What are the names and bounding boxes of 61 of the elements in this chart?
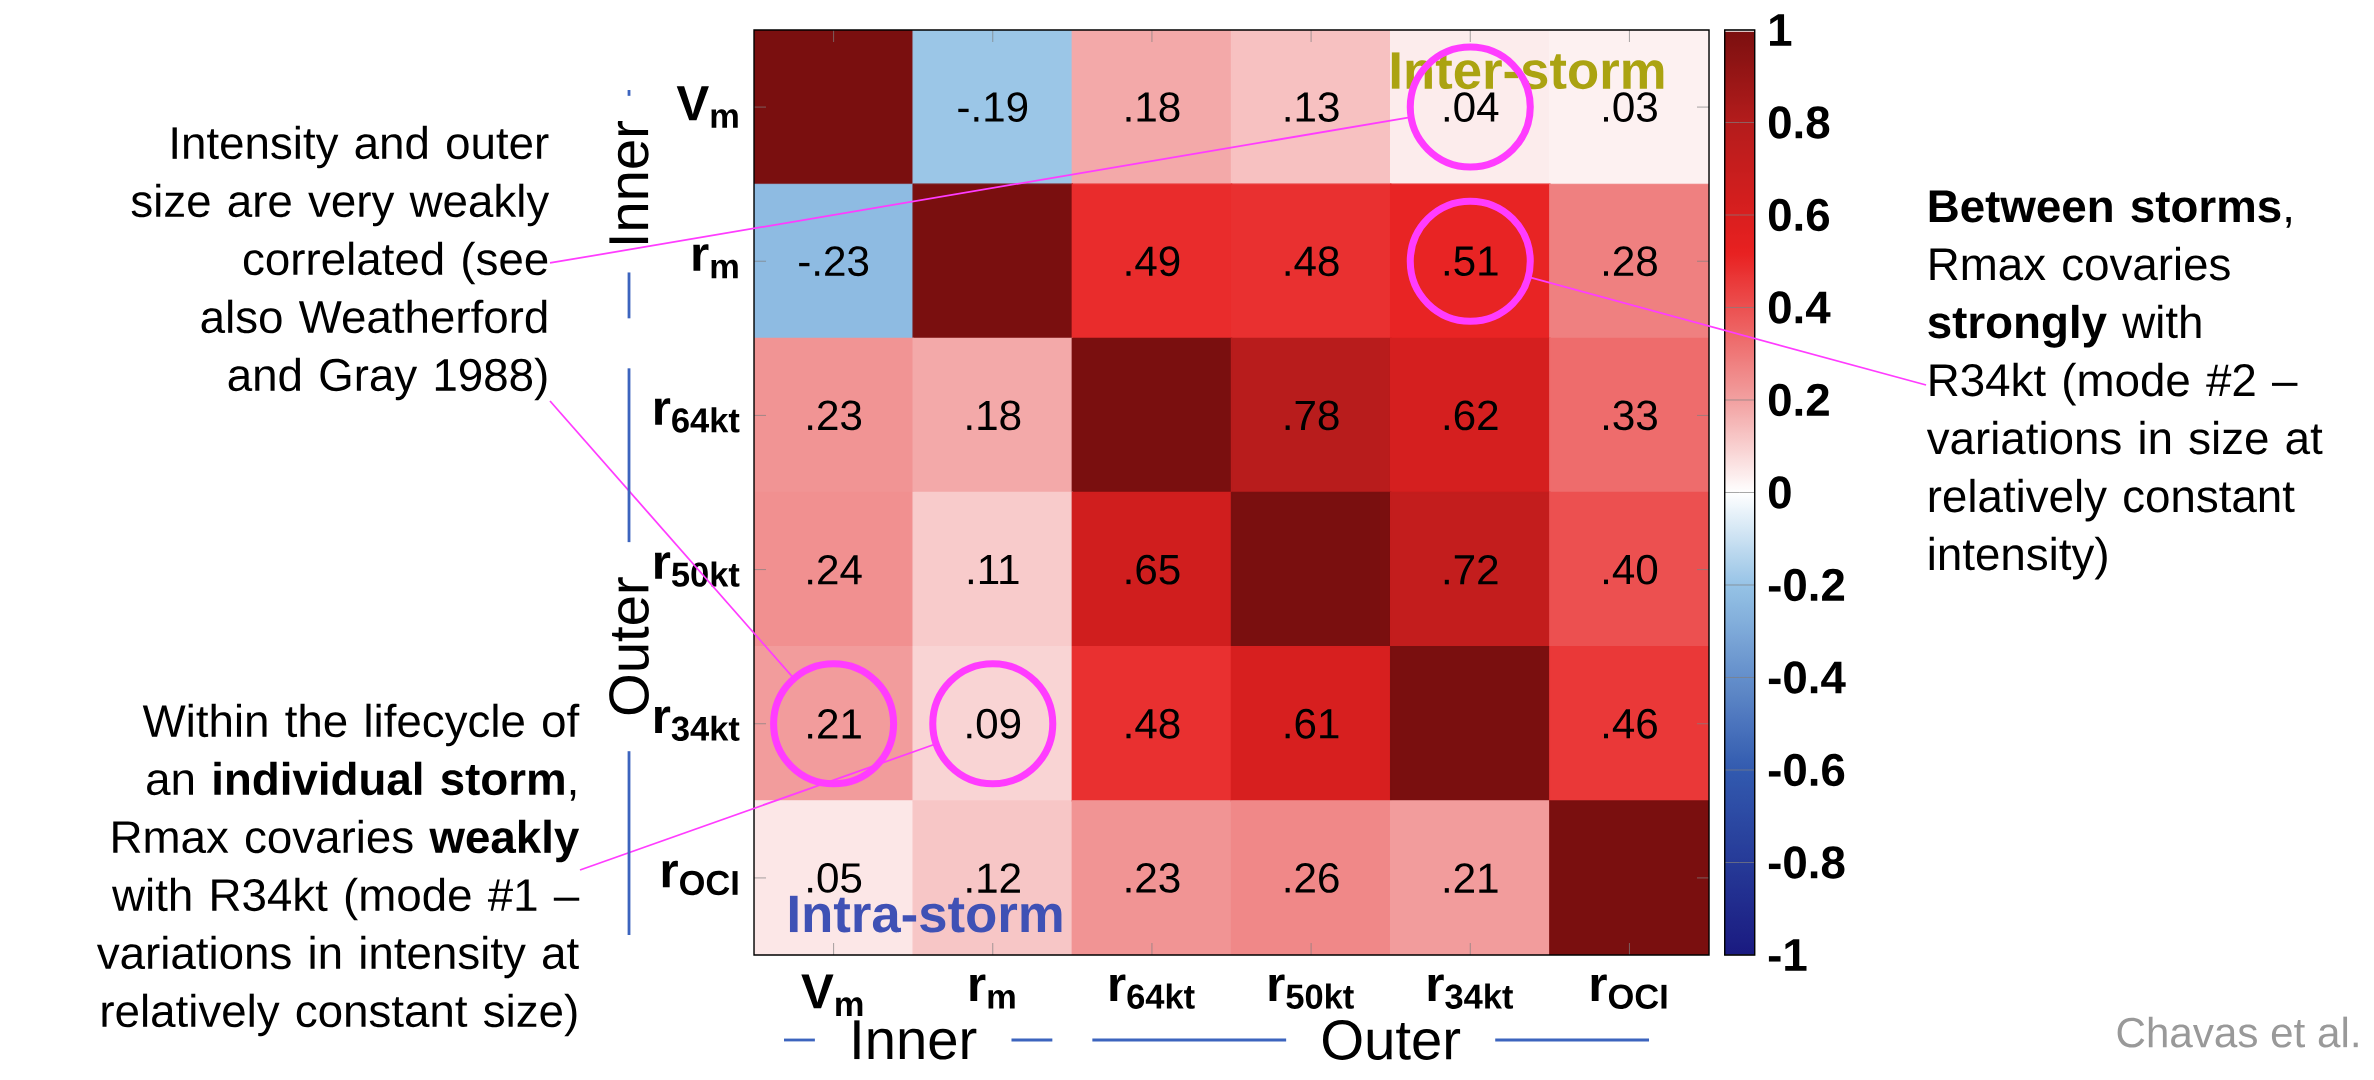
data-label: .46 (1603, 708, 1657, 739)
data-label: .49 (1126, 246, 1180, 277)
x-tick-label: V$_{m}$ (801, 974, 863, 1016)
data-label: .65 (1126, 554, 1180, 585)
data-label: .26 (1285, 863, 1339, 893)
data-label: .24 (808, 554, 862, 585)
data-label: .11 (968, 555, 1019, 585)
text: Between storms, Rmax covaries strongly with R34kt (mode #2 – variations in size at relatively constant intensity) (1926, 190, 2323, 580)
color-bar-label: 0.8 (1768, 106, 1830, 139)
text: Chavas et al. (2117, 1016, 2358, 1048)
color-bar-label: -0.4 (1768, 661, 1846, 694)
data-label: .61 (1285, 708, 1339, 739)
x-tick-label: r$_{50kt}$ (1269, 974, 1354, 1009)
data-label: .62 (1444, 400, 1498, 431)
data-label: .72 (1444, 554, 1498, 585)
color-bar-label: 1 (1770, 14, 1792, 46)
text: Inner (609, 121, 649, 244)
text: Outer (1323, 1020, 1461, 1060)
color-bar-label: 0.4 (1768, 291, 1831, 324)
data-label: .48 (1126, 708, 1180, 739)
data-label: .21 (808, 709, 861, 739)
y-tick-label: r$_{OCI}$ (662, 860, 738, 896)
x-tick-label: r$_{64kt}$ (1110, 974, 1195, 1009)
data-label: .21 (1444, 863, 1498, 893)
color-bar-label: -1 (1768, 939, 1807, 971)
text: Inner (854, 1020, 977, 1060)
data-label: -.23 (799, 246, 869, 277)
x-tick-label: r$_{m}$ (970, 974, 1015, 1009)
data-label: .03 (1603, 92, 1657, 122)
x-tick-label: r$_{34kt}$ (1428, 974, 1514, 1009)
data-label: .33 (1603, 400, 1657, 431)
data-label: .78 (1285, 400, 1339, 431)
data-label: .23 (808, 400, 862, 431)
data-label: .40 (1603, 554, 1658, 585)
y-tick-label: V$_{m}$ (676, 86, 738, 128)
color-bar-label: 0.2 (1768, 383, 1829, 417)
data-label: .23 (1126, 863, 1180, 893)
data-label: .28 (1603, 246, 1657, 277)
data-label: .05 (808, 863, 862, 893)
color-bar-label: 0.6 (1768, 198, 1829, 232)
data-label: .18 (967, 400, 1021, 431)
data-label: .13 (1285, 92, 1339, 122)
data-label: .12 (967, 863, 1020, 893)
text: Outer (609, 577, 649, 715)
x-tick-label: r$_{OCI}$ (1591, 974, 1667, 1009)
text: Intensity and outer size are very weakly correlated (see also Weatherford and Gray 1988) (131, 125, 550, 401)
data-label: .04 (1444, 92, 1499, 122)
text: Within the lifecycle of an individual storm, Rmax covaries weakly with R34kt (mode #1 – variations in intensity at relatively constant size) (96, 703, 580, 1037)
data-label: .51 (1444, 246, 1498, 276)
data-label: .18 (1126, 92, 1180, 122)
annotation: Intra-storm (789, 895, 1062, 933)
y-tick-label: r$_{34kt}$ (655, 706, 740, 741)
color-bar-label: -0.2 (1768, 568, 1845, 602)
data-label: .48 (1285, 246, 1339, 277)
data-label: .09 (967, 708, 1021, 739)
y-tick-label: r$_{m}$ (693, 244, 738, 279)
color-bar-label: -0.8 (1768, 846, 1845, 879)
y-tick-label: r$_{64kt}$ (655, 398, 740, 433)
color-bar-label: -0.6 (1768, 753, 1845, 787)
color-bar-label: 0 (1768, 476, 1791, 509)
data-label: -.19 (958, 92, 1028, 122)
